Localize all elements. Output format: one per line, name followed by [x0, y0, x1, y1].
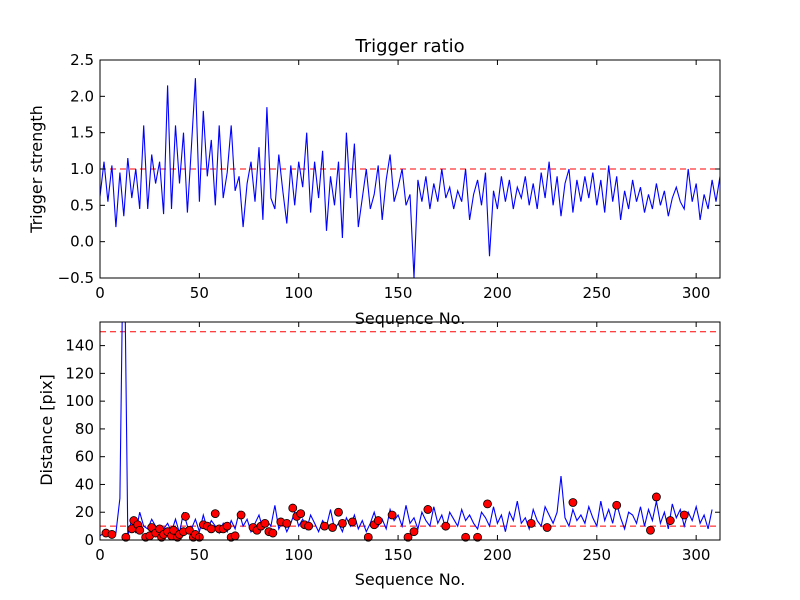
data-point-marker — [646, 525, 655, 535]
x-tick-label: 200 — [483, 284, 512, 302]
data-point-marker — [441, 521, 451, 531]
x-tick-label: 150 — [384, 546, 413, 564]
bottom-x-axis-label: Sequence No. — [355, 570, 466, 589]
x-tick-label: 50 — [190, 284, 209, 302]
bottom-x-ticks: 0 50 100 150 200 250 300 — [95, 322, 710, 564]
data-point-marker — [483, 499, 492, 509]
series-line — [100, 322, 713, 537]
series-line — [100, 78, 720, 278]
y-tick-label: 120 — [65, 364, 94, 382]
top-x-axis-label: Sequence No. — [355, 309, 466, 328]
x-tick-label: 200 — [483, 546, 512, 564]
data-point-marker — [268, 528, 278, 538]
data-point-marker — [679, 510, 689, 520]
data-point-marker — [169, 525, 178, 535]
data-point-marker — [185, 525, 194, 535]
data-point-marker — [181, 511, 190, 521]
data-point-marker — [107, 530, 117, 539]
top-chart-title: Trigger ratio — [354, 36, 464, 57]
data-point-marker — [135, 525, 145, 535]
bottom-plot-area — [100, 322, 720, 542]
data-point-marker — [652, 492, 661, 502]
data-point-marker — [210, 509, 220, 519]
top-plot-area — [100, 78, 720, 278]
data-point-marker — [473, 532, 482, 542]
trigger-ratio-chart: Trigger ratio 0 50 100 150 200 250 300 −0.5 0.0… — [27, 36, 721, 328]
data-point-marker — [304, 521, 314, 531]
data-point-marker — [403, 532, 413, 542]
data-point-marker — [409, 527, 419, 537]
data-point-marker — [612, 500, 622, 510]
data-point-marker — [296, 509, 306, 519]
data-point-marker — [665, 516, 675, 525]
data-point-marker — [288, 503, 298, 513]
top-y-ticks: −0.5 0.0 0.5 1.0 1.5 2.0 2.5 — [58, 51, 720, 287]
data-point-marker — [282, 518, 292, 528]
x-tick-label: 250 — [582, 284, 611, 302]
data-point-marker — [568, 498, 578, 507]
x-tick-label: 0 — [95, 546, 105, 564]
data-point-marker — [387, 510, 397, 520]
y-tick-label: 80 — [75, 420, 94, 438]
x-tick-label: 300 — [682, 284, 711, 302]
x-tick-label: 300 — [682, 546, 711, 564]
x-tick-label: 100 — [284, 546, 313, 564]
data-point-marker — [526, 518, 536, 528]
data-point-marker — [363, 532, 373, 542]
x-tick-label: 250 — [582, 546, 611, 564]
y-tick-label: 2.0 — [70, 87, 94, 105]
y-tick-label: 0.0 — [70, 233, 94, 251]
data-point-marker — [222, 521, 232, 531]
bottom-axes-frame — [99, 321, 721, 541]
data-point-marker — [206, 524, 216, 534]
data-point-marker — [423, 505, 433, 514]
y-tick-label: 1.0 — [70, 160, 94, 178]
y-tick-label: 60 — [75, 448, 94, 466]
bottom-y-axis-label: Distance [pix] — [37, 374, 56, 486]
data-point-marker — [338, 518, 347, 528]
y-tick-label: 20 — [75, 503, 94, 521]
y-tick-label: 0.5 — [70, 196, 94, 214]
data-point-marker — [320, 521, 329, 531]
data-point-marker — [461, 532, 471, 542]
data-point-marker — [542, 523, 552, 532]
data-point-marker — [121, 532, 131, 542]
data-point-marker — [347, 517, 357, 527]
x-tick-label: 150 — [384, 284, 413, 302]
data-point-marker — [230, 531, 240, 541]
y-tick-label: −0.5 — [58, 269, 94, 287]
data-point-marker — [328, 523, 337, 532]
data-point-marker — [373, 516, 383, 525]
distance-chart: 0 50 100 150 200 250 300 0 20 40 60 80 100 120 140 Se… — [37, 321, 721, 589]
top-y-axis-label: Trigger strength — [27, 105, 46, 234]
y-tick-label: 140 — [65, 337, 94, 355]
data-point-marker — [334, 507, 343, 517]
data-point-marker — [236, 510, 246, 520]
y-tick-label: 40 — [75, 475, 94, 493]
y-tick-label: 1.5 — [70, 124, 94, 142]
y-tick-label: 100 — [65, 392, 94, 410]
x-tick-label: 50 — [190, 546, 209, 564]
y-tick-label: 0 — [84, 531, 94, 549]
x-tick-label: 100 — [284, 284, 313, 302]
x-tick-label: 0 — [95, 284, 105, 302]
y-tick-label: 2.5 — [70, 51, 94, 69]
bottom-y-ticks: 0 20 40 60 80 100 120 140 — [65, 337, 720, 549]
top-x-ticks: 0 50 100 150 200 250 300 — [95, 60, 710, 302]
data-point-marker — [260, 518, 270, 528]
